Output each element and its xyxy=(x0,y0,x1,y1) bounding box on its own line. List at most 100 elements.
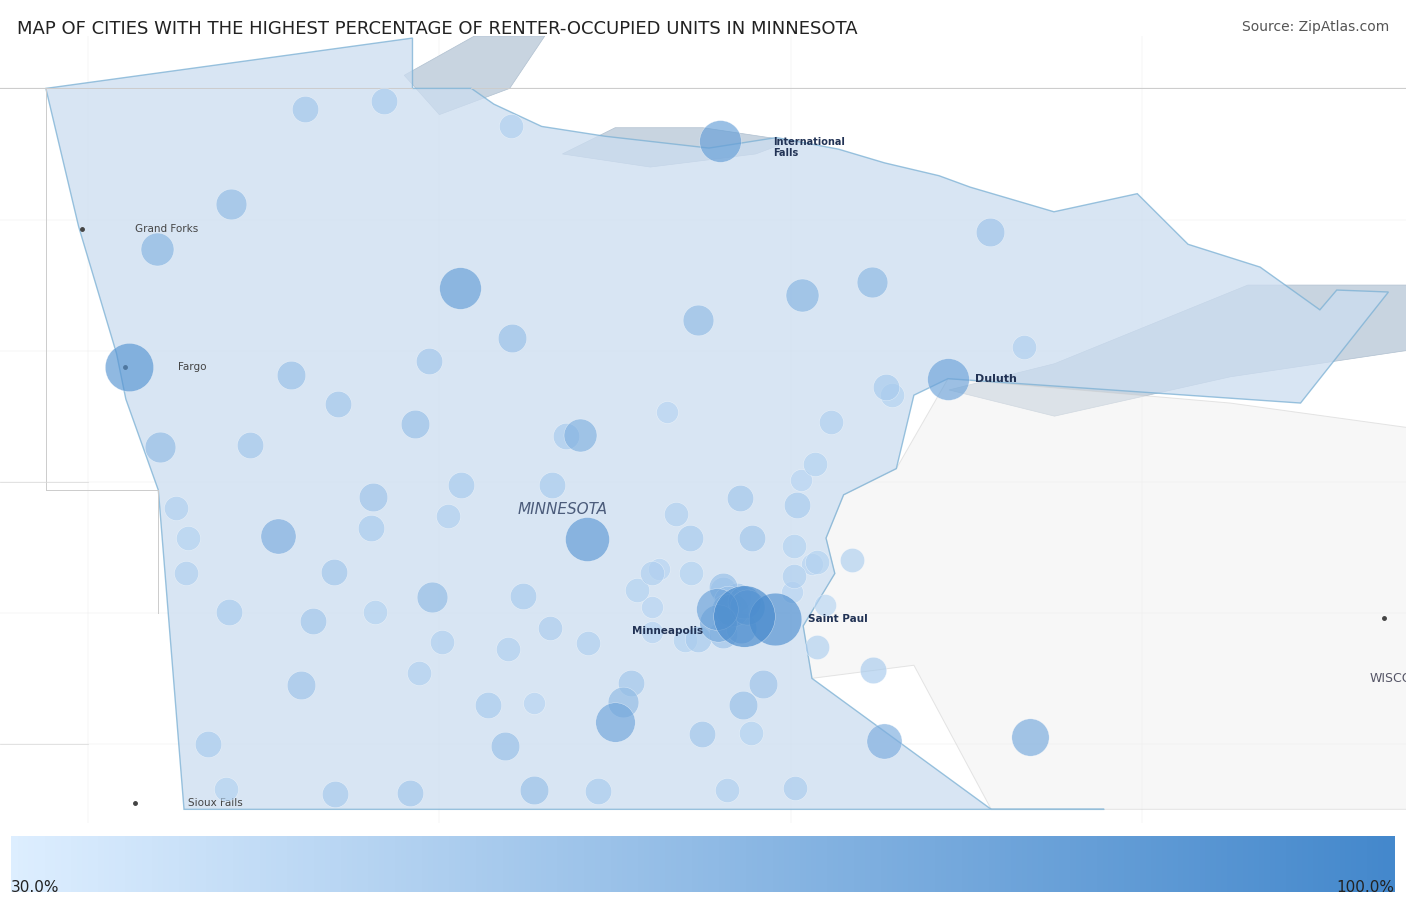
Point xyxy=(149,440,172,454)
Point xyxy=(323,787,346,801)
Polygon shape xyxy=(803,378,1406,809)
Point xyxy=(364,605,387,619)
Point xyxy=(586,784,609,798)
Point xyxy=(523,696,546,710)
Point xyxy=(578,636,600,650)
Text: MAP OF CITIES WITH THE HIGHEST PERCENTAGE OF RENTER-OCCUPIED UNITS IN MINNESOTA: MAP OF CITIES WITH THE HIGHEST PERCENTAG… xyxy=(17,20,858,38)
Point xyxy=(239,438,262,452)
Text: Fargo: Fargo xyxy=(177,361,207,371)
Point xyxy=(785,780,807,795)
Point xyxy=(716,783,738,797)
Polygon shape xyxy=(46,38,1389,809)
Point xyxy=(418,353,440,368)
Point xyxy=(740,530,762,545)
Text: Sioux Falls: Sioux Falls xyxy=(188,798,243,808)
Point xyxy=(733,698,755,712)
Point xyxy=(873,734,896,748)
Point xyxy=(290,678,312,692)
Point xyxy=(841,553,863,567)
Point xyxy=(862,663,884,677)
Point xyxy=(477,698,499,712)
Point xyxy=(740,725,762,740)
Polygon shape xyxy=(949,285,1406,468)
Point xyxy=(523,782,546,797)
Point xyxy=(709,134,731,148)
Point xyxy=(494,739,516,753)
Point xyxy=(450,477,472,492)
Polygon shape xyxy=(562,128,790,167)
Point xyxy=(408,666,430,681)
Point xyxy=(665,506,688,521)
Point xyxy=(605,716,627,730)
Point xyxy=(218,604,240,619)
Point xyxy=(707,616,730,630)
Point xyxy=(1012,340,1035,354)
Text: WISCONSIN: WISCONSIN xyxy=(1369,672,1406,685)
Point xyxy=(641,565,664,580)
Point xyxy=(328,396,350,411)
Text: Source: ZipAtlas.com: Source: ZipAtlas.com xyxy=(1241,20,1389,34)
Point xyxy=(267,529,290,543)
Point xyxy=(786,497,808,512)
Point xyxy=(716,601,738,616)
Point xyxy=(405,417,427,432)
Point xyxy=(641,601,664,615)
Point xyxy=(540,477,562,492)
Point xyxy=(501,331,523,345)
Point xyxy=(221,197,243,211)
Point xyxy=(688,632,710,646)
Point xyxy=(301,613,323,628)
Point xyxy=(804,457,827,471)
Point xyxy=(875,380,897,395)
Point xyxy=(679,531,702,546)
Point xyxy=(800,556,823,571)
Point xyxy=(280,368,302,382)
Point xyxy=(686,312,709,326)
Point xyxy=(373,93,395,108)
Point xyxy=(361,490,384,504)
Point xyxy=(789,473,811,487)
Point xyxy=(430,635,453,649)
Point xyxy=(118,360,141,374)
Point xyxy=(641,625,664,639)
Text: Minneapolis: Minneapolis xyxy=(631,626,703,636)
Point xyxy=(711,580,734,594)
Point xyxy=(612,694,634,708)
Point xyxy=(420,590,443,604)
Point xyxy=(648,562,671,576)
Point xyxy=(538,620,561,635)
Point xyxy=(692,726,714,741)
Point xyxy=(979,225,1001,239)
Point xyxy=(725,590,748,604)
Text: 30.0%: 30.0% xyxy=(11,879,59,895)
Point xyxy=(177,531,200,546)
Point xyxy=(782,539,804,553)
Point xyxy=(197,736,219,751)
Point xyxy=(554,429,576,443)
Point xyxy=(711,627,734,641)
Text: Duluth: Duluth xyxy=(976,374,1018,384)
Text: International
Falls: International Falls xyxy=(773,137,845,158)
Point xyxy=(717,593,740,608)
Point xyxy=(721,602,744,617)
Point xyxy=(806,639,828,654)
Point xyxy=(620,676,643,690)
Point xyxy=(568,428,591,442)
Point xyxy=(730,621,752,636)
Point xyxy=(814,598,837,612)
Point xyxy=(733,609,755,623)
Point xyxy=(215,782,238,797)
Polygon shape xyxy=(404,36,546,115)
Point xyxy=(706,601,728,616)
Point xyxy=(398,786,420,800)
Point xyxy=(806,555,828,569)
Point xyxy=(499,119,522,133)
Point xyxy=(1019,730,1042,744)
Point xyxy=(323,565,346,579)
Point xyxy=(655,405,678,419)
Point xyxy=(360,521,382,535)
Point xyxy=(146,242,169,256)
Point xyxy=(673,633,696,647)
Point xyxy=(450,281,472,296)
Point xyxy=(936,371,959,386)
